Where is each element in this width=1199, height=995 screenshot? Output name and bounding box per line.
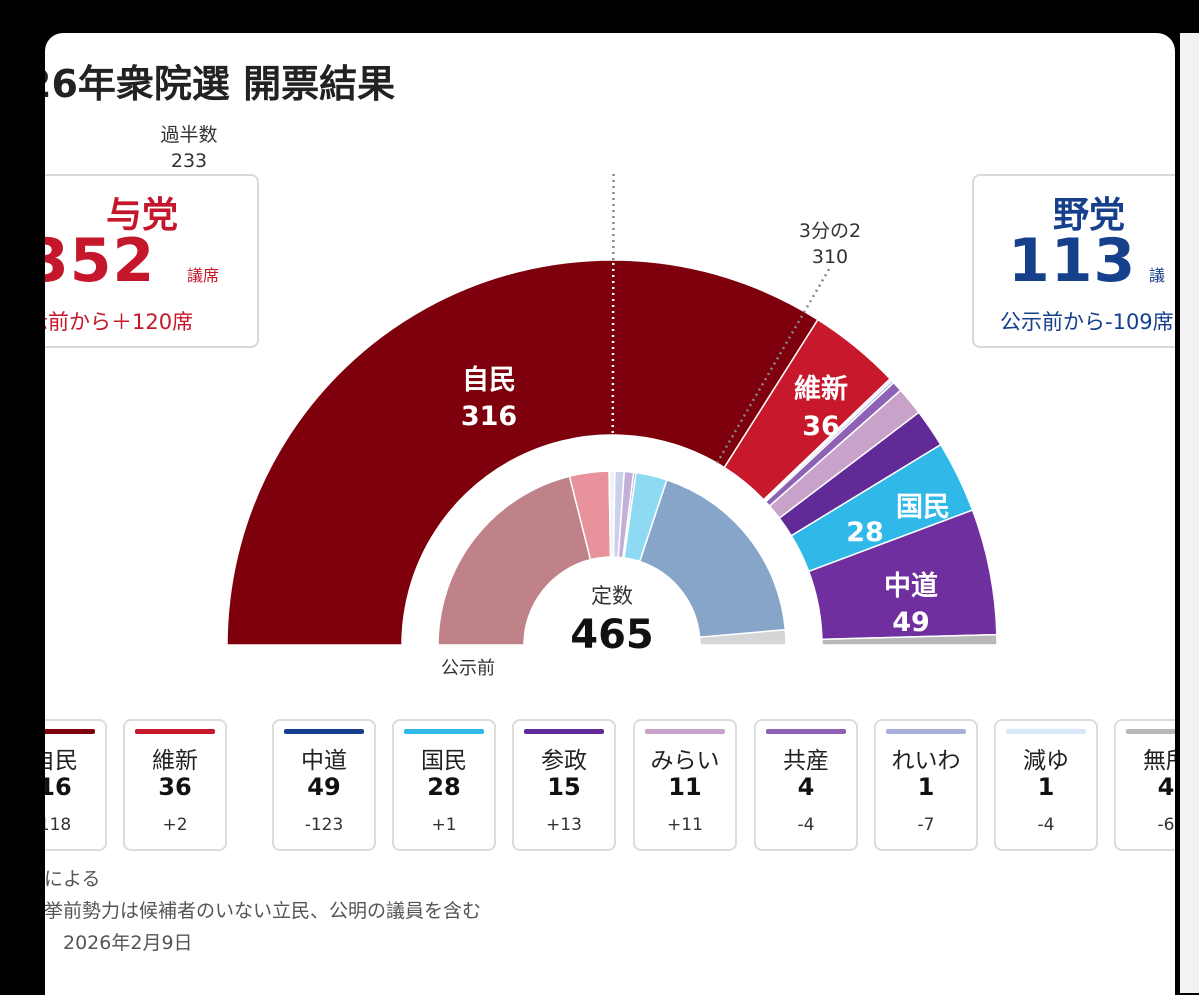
party-seats: 1 <box>996 773 1096 801</box>
party-seats: 15 <box>514 773 614 801</box>
footnote-remark: 選挙前勢力は候補者のいない立民、公明の議員を含む <box>45 895 481 927</box>
party-color-bar <box>886 729 966 734</box>
party-seats: 36 <box>125 773 225 801</box>
arc-label-value-3: 49 <box>892 607 930 638</box>
party-change: +2 <box>125 815 225 835</box>
party-name: 減ゆ <box>996 741 1096 775</box>
party-change: +13 <box>514 815 614 835</box>
results-card: 26年衆院選 開票結果 与党 352 議席 示前から＋120席 野党 113 議… <box>45 33 1175 995</box>
party-name: 国民 <box>394 741 494 775</box>
party-name: れいわ <box>876 741 976 775</box>
arc-label-value-2: 28 <box>846 517 884 548</box>
before-seat-arc-8 <box>640 480 786 637</box>
party-change: -123 <box>274 815 374 835</box>
party-seats: 4 <box>1116 773 1175 801</box>
two-thirds-label: 3分の2 <box>799 220 861 242</box>
party-tile: 無所4 -6 <box>1114 719 1175 851</box>
party-change: -4 <box>996 815 1096 835</box>
party-change: 118 <box>45 815 105 835</box>
party-color-bar <box>404 729 484 734</box>
party-color-bar <box>645 729 725 734</box>
party-color-bar <box>524 729 604 734</box>
party-name: 共産 <box>756 741 856 775</box>
majority-value: 233 <box>171 150 207 172</box>
party-name: 維新 <box>125 741 225 775</box>
arc-label-name-0: 自民 <box>462 364 516 396</box>
arc-label-name-3: 中道 <box>884 570 938 602</box>
party-color-bar <box>766 729 846 734</box>
footnote-source: 道による <box>45 863 481 895</box>
party-change: +11 <box>635 815 735 835</box>
party-color-bar <box>284 729 364 734</box>
party-seats: 1 <box>876 773 976 801</box>
party-color-bar <box>1006 729 1086 734</box>
before-label: 公示前 <box>441 658 495 679</box>
footnote-date: ー 2026年2月9日 <box>45 927 481 959</box>
two-thirds-value: 310 <box>812 246 848 268</box>
arc-label-name-2: 国民 <box>896 492 950 523</box>
party-seats: 4 <box>756 773 856 801</box>
party-name: みらい <box>635 741 735 775</box>
party-change: +1 <box>394 815 494 835</box>
party-color-bar <box>135 729 215 734</box>
party-name: 無所 <box>1116 741 1175 775</box>
footnotes: 道による 選挙前勢力は候補者のいない立民、公明の議員を含む ー 2026年2月9… <box>45 863 481 959</box>
before-seat-arc-0 <box>438 476 591 645</box>
center-value: 465 <box>570 612 654 658</box>
party-seats: 11 <box>635 773 735 801</box>
party-change: -4 <box>756 815 856 835</box>
party-name: 参政 <box>514 741 614 775</box>
adjacent-panel-edge <box>1180 33 1199 993</box>
center-label: 定数 <box>591 584 633 608</box>
arc-label-value-0: 316 <box>461 401 517 432</box>
party-change: -7 <box>876 815 976 835</box>
party-color-bar <box>1126 729 1175 734</box>
party-seats: 16 <box>45 773 105 801</box>
party-name: 中道 <box>274 741 374 775</box>
arc-label-name-1: 維新 <box>794 373 848 405</box>
party-color-bar <box>45 729 95 734</box>
party-change: -6 <box>1116 815 1175 835</box>
party-name: 自民 <box>45 741 105 775</box>
majority-label: 過半数 <box>160 124 217 146</box>
party-tile: 自民16 118 <box>45 719 107 851</box>
party-seats: 49 <box>274 773 374 801</box>
arc-label-value-1: 36 <box>802 411 840 442</box>
party-seats: 28 <box>394 773 494 801</box>
